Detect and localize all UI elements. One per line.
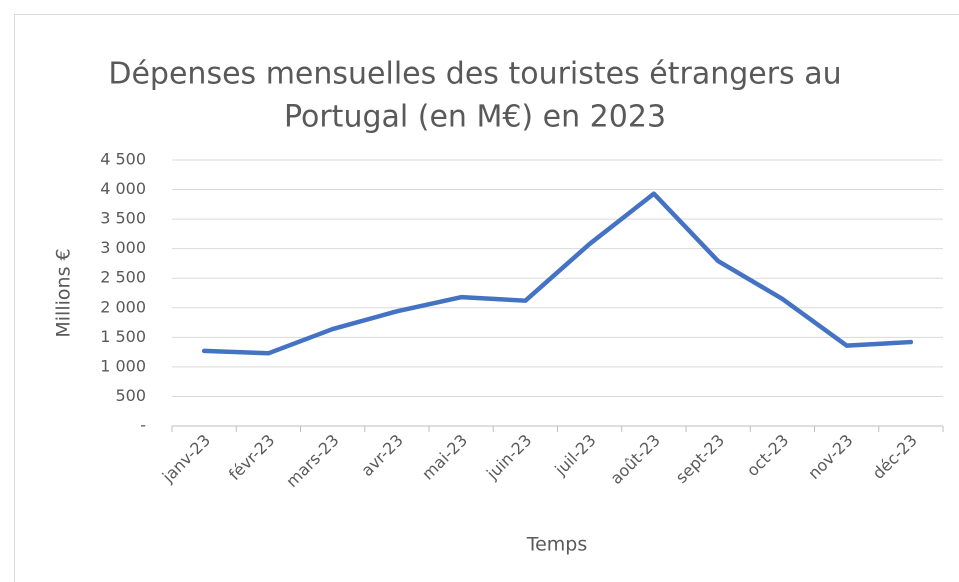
y-axis-title: Millions € xyxy=(53,248,75,337)
y-tick-label: 2 000 xyxy=(100,297,146,316)
x-tick-label: janv-23 xyxy=(158,431,214,487)
y-tick-label: 1 500 xyxy=(100,327,146,346)
chart-title: Dépenses mensuelles des touristes étrang… xyxy=(108,57,841,92)
y-tick-label: 500 xyxy=(115,386,146,405)
x-axis-title: Temps xyxy=(526,534,588,556)
y-tick-label: 4 000 xyxy=(100,179,146,198)
data-line xyxy=(201,191,914,356)
x-tick-label: juil-23 xyxy=(550,431,599,480)
x-tick-label: déc-23 xyxy=(869,431,921,483)
y-tick-label: 4 500 xyxy=(100,150,146,169)
chart-title: Portugal (en M€) en 2023 xyxy=(284,100,666,135)
x-tick-label: juin-23 xyxy=(482,431,535,484)
x-tick-label: août-23 xyxy=(607,431,664,488)
y-tick-label: 3 000 xyxy=(100,238,146,257)
x-tick-label: mars-23 xyxy=(282,431,342,491)
y-tick-label: 2 500 xyxy=(100,268,146,287)
y-tick-label: 1 000 xyxy=(100,356,146,375)
x-tick-label: oct-23 xyxy=(743,431,792,480)
x-tick-label: mai-23 xyxy=(418,431,471,484)
x-tick-label: nov-23 xyxy=(804,431,856,483)
y-tick-label: 3 500 xyxy=(100,209,146,228)
x-tick-label: sept-23 xyxy=(672,431,728,487)
y-tick-label: - xyxy=(140,416,146,435)
x-tick-label: avr-23 xyxy=(357,431,406,480)
x-tick-label: févr-23 xyxy=(225,431,278,484)
chart-border xyxy=(14,14,959,582)
